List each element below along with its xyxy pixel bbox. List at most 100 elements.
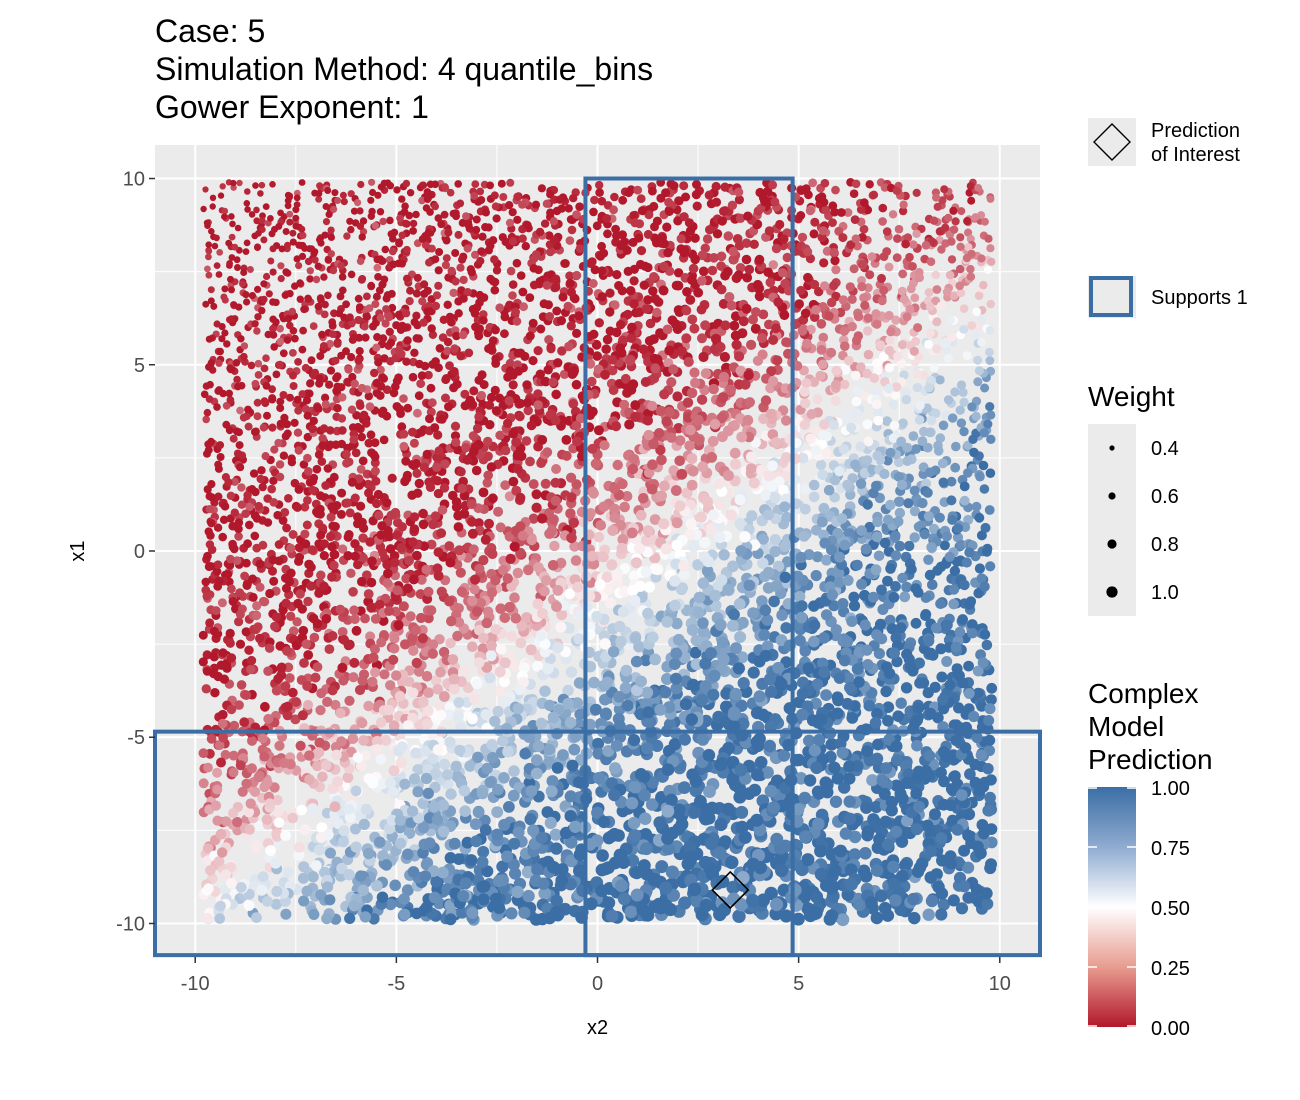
data-point	[270, 621, 280, 632]
data-point	[317, 771, 328, 783]
data-point	[474, 331, 484, 341]
data-point	[386, 510, 396, 520]
data-point	[216, 249, 224, 256]
data-point	[938, 775, 950, 788]
data-point	[911, 444, 921, 454]
data-point	[621, 491, 633, 502]
data-point	[686, 387, 698, 399]
data-point	[355, 347, 364, 356]
data-point	[894, 224, 904, 234]
data-point	[417, 821, 430, 834]
data-point	[233, 449, 242, 458]
data-point	[312, 618, 323, 629]
data-point	[729, 447, 741, 459]
data-point	[519, 302, 528, 312]
data-point	[226, 260, 234, 267]
data-point	[504, 601, 515, 613]
data-point	[689, 784, 703, 798]
data-point	[398, 195, 406, 203]
data-point	[259, 751, 270, 762]
data-point	[947, 894, 960, 907]
data-point	[834, 466, 845, 477]
data-point	[351, 625, 362, 636]
data-point	[745, 451, 757, 463]
data-point	[815, 370, 826, 381]
data-point	[888, 399, 899, 410]
data-point	[338, 273, 347, 281]
data-point	[967, 196, 976, 205]
data-point	[731, 273, 742, 284]
data-point	[241, 509, 250, 518]
data-point	[312, 760, 323, 772]
data-point	[801, 378, 812, 389]
data-point	[749, 239, 759, 249]
data-point	[218, 709, 228, 720]
data-point	[686, 479, 698, 491]
data-point	[601, 344, 611, 355]
data-point	[808, 600, 820, 612]
data-point	[943, 395, 954, 405]
data-point	[882, 514, 894, 525]
data-point	[220, 502, 230, 511]
data-point	[624, 419, 635, 430]
data-point	[228, 233, 236, 241]
data-point	[205, 241, 212, 248]
data-point	[445, 637, 456, 649]
data-point	[815, 459, 827, 471]
data-point	[908, 911, 921, 925]
data-point	[467, 517, 477, 527]
data-point	[315, 195, 323, 203]
data-point	[649, 272, 659, 282]
data-point	[696, 304, 707, 315]
data-point	[714, 499, 726, 511]
data-point	[526, 420, 537, 431]
data-point	[469, 386, 479, 396]
data-point	[290, 478, 300, 488]
data-point	[236, 406, 245, 415]
data-point	[344, 912, 356, 925]
data-point	[379, 217, 387, 226]
chart-title: Case: 5 Simulation Method: 4 quantile_bi…	[155, 12, 653, 126]
data-point	[630, 557, 642, 569]
data-point	[371, 222, 380, 230]
data-point	[551, 283, 561, 292]
data-point	[924, 871, 937, 884]
data-point	[348, 672, 359, 683]
data-point	[850, 370, 861, 381]
data-point	[946, 315, 955, 325]
data-point	[426, 383, 436, 393]
data-point	[351, 448, 361, 458]
data-point	[965, 188, 974, 197]
data-point	[486, 462, 497, 472]
data-point	[935, 908, 948, 921]
data-point	[221, 329, 229, 337]
data-point	[896, 358, 907, 369]
data-point	[490, 285, 500, 295]
data-point	[910, 617, 922, 629]
data-point	[375, 717, 387, 728]
data-point	[809, 312, 820, 323]
data-point	[557, 346, 567, 356]
data-point	[983, 805, 995, 817]
data-point	[856, 578, 868, 590]
data-point	[781, 511, 793, 523]
data-point	[921, 478, 932, 489]
data-point	[456, 199, 465, 208]
data-point	[876, 774, 889, 787]
data-point	[471, 465, 482, 476]
data-point	[323, 464, 333, 473]
data-point	[260, 597, 270, 607]
data-point	[444, 596, 455, 607]
data-point	[289, 349, 297, 357]
data-point	[980, 383, 990, 393]
data-point	[411, 657, 422, 669]
data-point	[966, 182, 975, 190]
data-point	[941, 345, 951, 354]
data-point	[780, 622, 792, 634]
data-point	[479, 316, 488, 325]
data-point	[639, 654, 652, 667]
data-point	[298, 345, 307, 354]
data-point	[504, 491, 515, 502]
data-point	[250, 531, 260, 541]
data-point	[428, 519, 438, 530]
